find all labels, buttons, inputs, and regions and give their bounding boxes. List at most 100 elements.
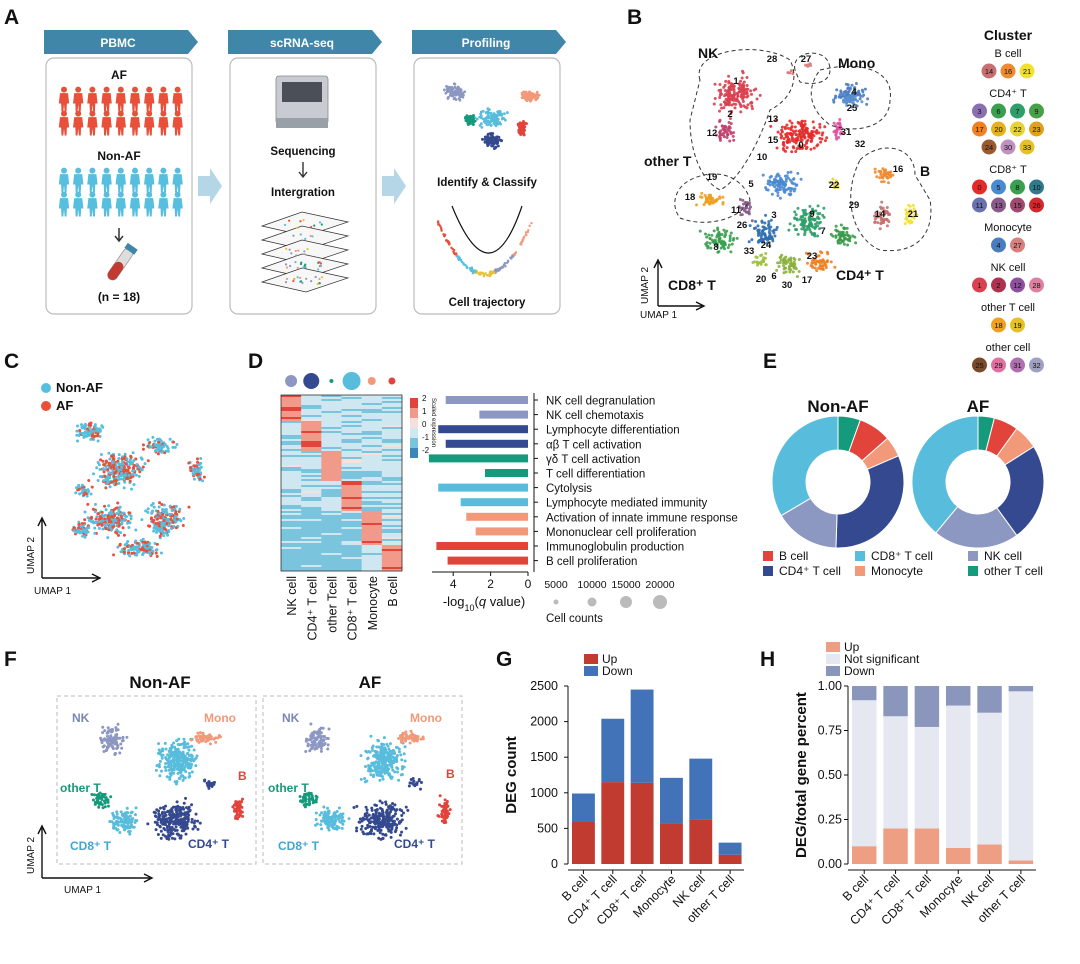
dot	[447, 95, 450, 99]
cell-dot	[235, 803, 239, 807]
go-term-label: αβ T cell activation	[546, 439, 642, 451]
cell-dot	[107, 744, 111, 748]
dot	[316, 282, 319, 286]
cell-dot	[187, 771, 191, 775]
heatmap-cell	[301, 433, 322, 436]
cell-dot	[135, 819, 139, 823]
heatmap-cell	[381, 441, 403, 444]
cell-dot	[743, 201, 747, 205]
heatmap-cell	[381, 459, 403, 462]
cluster-id: 33	[1023, 143, 1031, 152]
cell-dot	[817, 131, 821, 135]
panel-c: C Non-AF AF UMAP 1 UMAP 2	[4, 350, 206, 597]
non-af-cell-dot	[194, 467, 198, 471]
cluster-number: 24	[761, 240, 772, 251]
dot	[497, 269, 500, 272]
cluster-number: 30	[782, 280, 793, 291]
cluster-number: 18	[685, 192, 696, 203]
down-arrow-icon	[298, 162, 308, 179]
non-af-cell-dot	[130, 487, 134, 491]
dot	[436, 220, 440, 224]
cell-dot	[217, 733, 221, 737]
heatmap-cell	[341, 561, 362, 564]
dot	[493, 137, 496, 140]
cell-dot	[769, 124, 773, 128]
non-af-cell-dot	[198, 467, 202, 471]
dot	[319, 262, 323, 265]
dot	[318, 282, 321, 285]
heatmap-cell	[361, 511, 383, 514]
cell-dot	[773, 234, 777, 238]
heatmap-cell	[341, 529, 362, 532]
cell-dot	[403, 745, 407, 749]
cell-dot	[167, 768, 171, 772]
heatmap-cell	[381, 555, 403, 558]
cell-dot	[730, 109, 734, 113]
cell-dot	[786, 138, 790, 142]
cell-dot	[703, 232, 707, 236]
cell-dot	[115, 812, 119, 816]
heatmap-cell	[341, 461, 362, 464]
dot	[477, 272, 481, 276]
dot	[483, 140, 487, 144]
identify-classify-label: Identify & Classify	[437, 177, 537, 189]
dot	[492, 122, 496, 126]
heatmap-cell	[361, 467, 383, 470]
heatmap-cell	[341, 513, 362, 516]
heatmap-cell	[341, 471, 362, 474]
cell-dot	[179, 834, 183, 838]
cell-dot	[775, 173, 779, 177]
heatmap-cell	[301, 527, 322, 530]
heatmap-cell	[301, 419, 322, 422]
heatmap-cell	[361, 551, 383, 554]
heatmap-cell	[321, 435, 342, 438]
cell-dot	[794, 133, 798, 137]
cell-dot	[752, 88, 756, 92]
cell-dot	[712, 102, 716, 106]
dot	[517, 130, 521, 134]
heatmap-cell	[361, 425, 383, 428]
non-af-cell-dot	[199, 457, 203, 461]
dot	[530, 221, 533, 225]
cell-dot	[154, 815, 158, 819]
heatmap-cell	[341, 553, 362, 556]
cell-dot	[737, 82, 741, 86]
cell-dot	[310, 732, 314, 736]
cell-dot	[170, 809, 174, 813]
heatmap-cell	[341, 431, 362, 434]
cluster-id: 10	[1032, 183, 1040, 192]
af-cell-dot	[147, 524, 151, 528]
cell-dot	[184, 817, 188, 821]
non-af-cell-dot	[122, 486, 126, 490]
heatmap-cell	[281, 563, 302, 566]
cell-dot	[728, 87, 732, 91]
cell-dot	[709, 246, 713, 250]
heatmap-cell	[301, 457, 322, 460]
cluster-number: 10	[757, 152, 768, 163]
heatmap-cell	[381, 427, 403, 430]
cell-dot	[179, 825, 183, 829]
dot	[318, 277, 321, 281]
heatmap-cell	[341, 443, 362, 446]
non-af-cell-dot	[170, 508, 174, 512]
x-axis-label-part: 10	[465, 603, 475, 613]
cell-dot	[779, 258, 783, 262]
heatmap-cell	[321, 559, 342, 562]
heatmap-cell	[361, 401, 383, 404]
cell-dot	[854, 241, 858, 245]
cell-dot	[757, 239, 761, 243]
heatmap-cell	[301, 503, 322, 506]
dot	[471, 269, 474, 272]
heatmap-cell	[341, 425, 362, 428]
heatmap-cell	[361, 495, 383, 498]
dot	[457, 258, 461, 262]
cell-dot	[118, 830, 122, 834]
cell-dot	[729, 132, 733, 136]
cell-dot	[782, 264, 786, 268]
dot	[481, 117, 485, 121]
cell-dot	[103, 729, 107, 733]
heatmap-cell	[381, 443, 403, 446]
heatmap-cell	[381, 473, 403, 476]
non-af-cell-dot	[106, 536, 110, 540]
cell-dot	[158, 759, 162, 763]
